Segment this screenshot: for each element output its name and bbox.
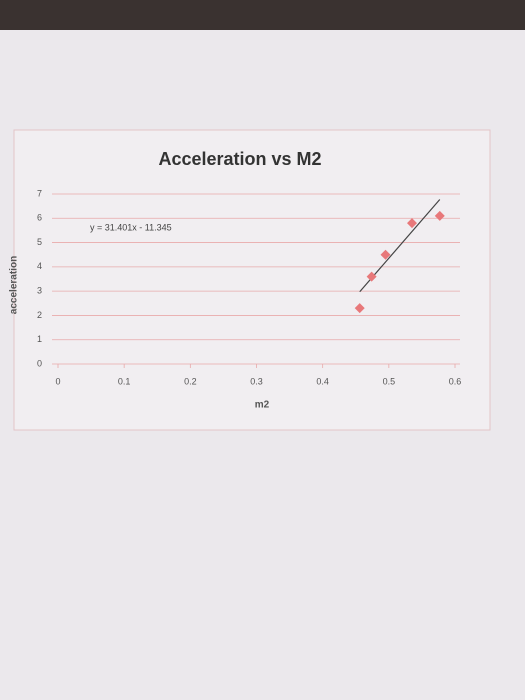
photo-edge: [0, 0, 525, 30]
y-tick-label: 5: [37, 237, 42, 247]
x-tick-label: 0.4: [316, 376, 329, 386]
x-tick-label: 0.5: [383, 376, 396, 386]
data-point: [354, 303, 365, 314]
x-axis-title: m2: [255, 400, 270, 411]
y-tick-label: 3: [37, 286, 42, 296]
trendline-equation: y = 31.401x - 11.345: [90, 222, 172, 232]
x-tick-label: 0.1: [118, 376, 131, 386]
data-point: [434, 210, 445, 221]
x-tick-label: 0.2: [184, 376, 197, 386]
chart-title: Acceleration vs M2: [158, 149, 321, 169]
data-point: [366, 271, 377, 282]
y-axis-title: acceleration: [9, 256, 20, 314]
data-point: [406, 218, 417, 229]
x-tick-label: 0.3: [250, 376, 263, 386]
x-tick-label: 0.6: [449, 376, 462, 386]
y-tick-label: 1: [37, 334, 42, 344]
y-tick-label: 2: [37, 310, 42, 320]
x-tick-label: 0: [55, 376, 60, 386]
y-tick-label: 0: [37, 358, 42, 368]
chart-frame: [13, 129, 491, 431]
y-tick-label: 4: [37, 261, 42, 271]
y-tick-label: 7: [37, 188, 42, 198]
data-point: [380, 249, 391, 260]
y-tick-label: 6: [37, 213, 42, 223]
